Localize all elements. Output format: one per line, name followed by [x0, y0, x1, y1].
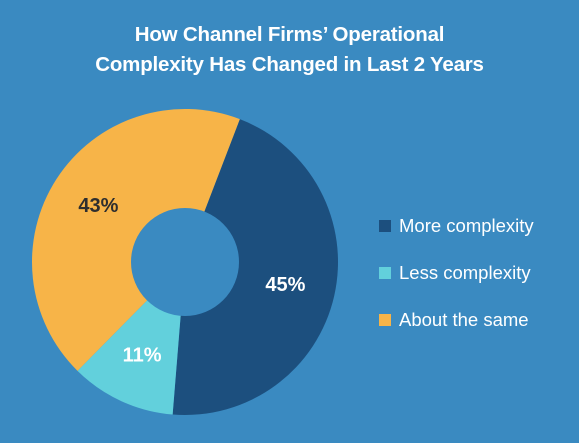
legend: More complexity Less complexity About th… — [379, 214, 534, 355]
data-label-less-complexity: 11% — [123, 345, 162, 367]
legend-label-more-complexity: More complexity — [399, 215, 534, 236]
legend-item-about-the-same: About the same — [379, 308, 534, 332]
legend-swatch-less-complexity — [379, 267, 391, 279]
legend-item-more-complexity: More complexity — [379, 214, 534, 238]
data-label-more-complexity: 45% — [265, 274, 305, 296]
legend-swatch-about-the-same — [379, 314, 391, 326]
legend-swatch-more-complexity — [379, 220, 391, 232]
donut-data-labels: 45% 11% 43% — [78, 195, 305, 366]
chart-title-line-2: Complexity Has Changed in Last 2 Years — [95, 53, 484, 76]
data-label-about-the-same: 43% — [78, 195, 118, 217]
legend-item-less-complexity: Less complexity — [379, 261, 534, 285]
chart-title: How Channel Firms’ Operational Complexit… — [0, 20, 579, 80]
legend-label-less-complexity: Less complexity — [399, 262, 531, 283]
legend-label-about-the-same: About the same — [399, 309, 529, 330]
donut-hole — [131, 208, 239, 316]
slice-more-complexity — [172, 119, 339, 415]
chart-title-line-1: How Channel Firms’ Operational — [134, 23, 445, 46]
